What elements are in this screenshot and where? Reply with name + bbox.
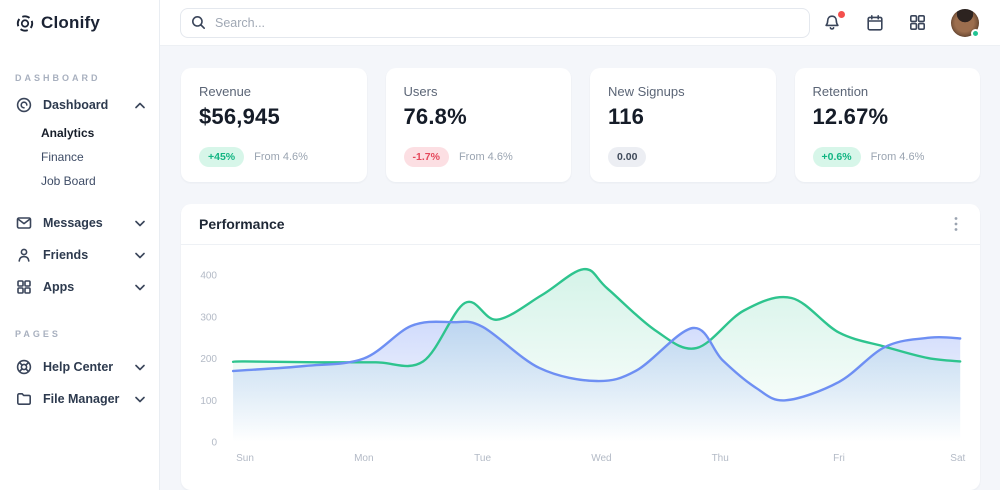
online-status-dot <box>971 28 980 38</box>
performance-panel: Performance 0 100 200 300 400 Sun Mon Tue Wed Thu… <box>181 204 980 490</box>
chevron-up-icon[interactable] <box>135 102 145 109</box>
x-tick-label: Wed <box>591 453 611 464</box>
logo-text: Clonify <box>41 13 101 32</box>
grid-icon <box>15 279 33 295</box>
stat-card-revenue: Revenue $56,945 +45% From 4.6% <box>181 68 367 182</box>
chevron-down-icon[interactable] <box>135 396 145 403</box>
x-tick-label: Thu <box>712 453 729 464</box>
stat-note: From 4.6% <box>458 151 513 163</box>
sidebar-item-label: Messages <box>43 216 103 230</box>
stat-label: Revenue <box>199 84 252 99</box>
user-icon <box>15 247 33 263</box>
sidebar-subitem-finance[interactable]: Finance <box>41 150 84 164</box>
chevron-down-icon[interactable] <box>135 284 145 291</box>
calendar-icon[interactable] <box>866 14 884 32</box>
stat-label: New Signups <box>608 84 685 99</box>
stat-label: Retention <box>812 84 869 99</box>
stat-value: $56,945 <box>199 104 280 129</box>
kebab-menu-icon[interactable] <box>948 212 964 236</box>
lifebuoy-icon <box>15 359 33 375</box>
sidebar: Clonify DASHBOARD Dashboard Analytics Fi… <box>0 0 160 490</box>
sidebar-item-label: Dashboard <box>43 98 109 112</box>
sidebar-subitem-job-board[interactable]: Job Board <box>41 174 96 188</box>
bell-icon[interactable] <box>823 10 845 32</box>
folder-icon <box>15 391 33 407</box>
x-tick-label: Fri <box>833 453 845 464</box>
status-badge: -1.7% <box>403 147 449 167</box>
sidebar-item-label: File Manager <box>43 392 120 406</box>
y-tick-label: 0 <box>211 438 217 449</box>
status-badge: 0.00 <box>608 147 647 167</box>
y-tick-label: 100 <box>200 396 217 407</box>
search-box <box>180 7 810 38</box>
stat-card-users: Users 76.8% -1.7% From 4.6% <box>385 68 571 182</box>
x-tick-label: Mon <box>354 453 373 464</box>
stat-value: 12.67% <box>812 104 889 129</box>
dashboard-icon <box>15 97 33 113</box>
apps-grid-icon[interactable] <box>909 14 926 31</box>
y-tick-label: 300 <box>200 312 217 323</box>
chevron-down-icon[interactable] <box>135 220 145 227</box>
stat-note: From 4.6% <box>870 151 925 163</box>
x-tick-label: Tue <box>474 453 491 464</box>
notification-dot <box>838 10 845 18</box>
sidebar-item-label: Friends <box>43 248 89 262</box>
clonify-logo-icon <box>16 14 34 33</box>
series-blue-line <box>231 320 962 402</box>
sidebar-item-messages[interactable]: Messages <box>0 207 159 239</box>
search-icon <box>191 15 206 35</box>
section-label-dashboard: DASHBOARD <box>15 73 101 83</box>
sidebar-item-apps[interactable]: Apps <box>0 271 159 303</box>
sidebar-item-file-manager[interactable]: File Manager <box>0 383 159 415</box>
y-tick-label: 200 <box>200 354 217 365</box>
performance-chart: 0 100 200 300 400 Sun Mon Tue Wed Thu Fri Sat <box>181 245 980 490</box>
x-tick-label: Sun <box>236 453 254 464</box>
avatar[interactable] <box>951 8 980 38</box>
panel-title: Performance <box>199 216 285 232</box>
search-input[interactable] <box>180 7 810 38</box>
y-tick-label: 400 <box>200 271 217 282</box>
sidebar-item-help-center[interactable]: Help Center <box>0 351 159 383</box>
stat-value: 76.8% <box>403 104 467 129</box>
sidebar-item-label: Help Center <box>43 360 114 374</box>
stat-card-new-signups: New Signups 116 0.00 <box>590 68 776 182</box>
sidebar-item-dashboard[interactable]: Dashboard <box>0 89 159 121</box>
stat-value: 116 <box>608 104 645 129</box>
sidebar-subitem-analytics[interactable]: Analytics <box>41 126 95 140</box>
sidebar-item-friends[interactable]: Friends <box>0 239 159 271</box>
stat-note: From 4.6% <box>254 151 308 163</box>
x-tick-label: Sat <box>950 453 965 464</box>
status-badge: +45% <box>199 147 245 167</box>
logo[interactable]: Clonify <box>0 0 159 33</box>
stat-card-retention: Retention 12.67% +0.6% From 4.6% <box>794 68 980 182</box>
chevron-down-icon[interactable] <box>135 252 145 259</box>
series-green-line <box>231 267 962 368</box>
stat-cards: Revenue $56,945 +45% From 4.6% Users 76.… <box>181 68 980 182</box>
status-badge: +0.6% <box>812 147 861 167</box>
mail-icon <box>15 215 33 231</box>
sidebar-item-label: Apps <box>43 280 75 294</box>
stat-label: Users <box>403 84 438 99</box>
topbar <box>160 0 1000 46</box>
section-label-pages: PAGES <box>15 329 61 339</box>
chevron-down-icon[interactable] <box>135 364 145 371</box>
main-content: Revenue $56,945 +45% From 4.6% Users 76.… <box>160 46 1000 490</box>
